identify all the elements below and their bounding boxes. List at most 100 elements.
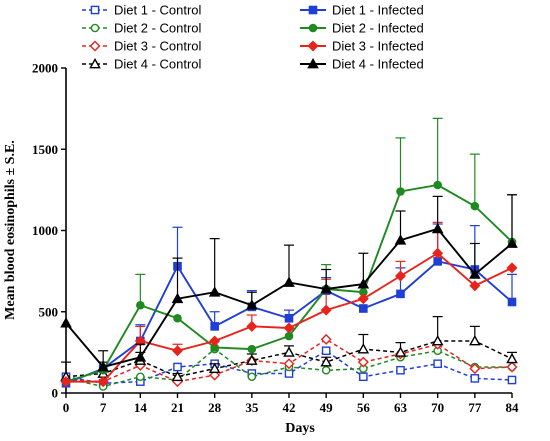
x-tick-label: 77: [468, 400, 482, 415]
data-point: [171, 292, 184, 304]
data-point: [357, 278, 370, 289]
data-point: [470, 201, 480, 211]
legend-item: Diet 2 - Infected: [300, 21, 424, 36]
data-point: [469, 334, 481, 346]
data-point: [433, 359, 442, 369]
y-axis-label: Mean blood eosinophils ± S.E.: [3, 140, 18, 320]
x-tick-label: 49: [320, 400, 334, 415]
data-point: [246, 320, 258, 332]
legend-item: Diet 3 - Infected: [300, 39, 424, 54]
legend-label: Diet 3 - Infected: [332, 39, 424, 54]
data-point: [320, 333, 332, 345]
legend-marker: [308, 23, 318, 33]
data-point: [394, 346, 407, 357]
data-point: [431, 334, 444, 346]
data-point: [320, 356, 332, 367]
data-point: [208, 286, 221, 297]
legend-item: Diet 2 - Control: [82, 21, 202, 36]
x-axis-label: Days: [285, 421, 315, 436]
legend-item: Diet 4 - Infected: [300, 57, 424, 72]
data-point: [320, 304, 332, 316]
legend-label: Diet 2 - Control: [114, 21, 202, 36]
x-tick-label: 70: [431, 400, 444, 415]
legend-item: Diet 1 - Infected: [300, 3, 424, 18]
series-diet-4-infected: [60, 194, 518, 372]
x-tick-label: 7: [100, 400, 107, 415]
data-point: [209, 335, 221, 347]
data-point: [432, 247, 444, 259]
x-tick-label: 21: [171, 400, 184, 415]
y-axis-ticks: 0 500 1000 1500 2000: [32, 61, 66, 401]
data-point: [433, 180, 442, 190]
data-point: [283, 276, 295, 287]
y-tick-label: 500: [39, 304, 59, 319]
data-point: [396, 289, 405, 299]
data-point: [359, 304, 368, 313]
data-point: [396, 187, 405, 196]
data-point: [60, 376, 72, 388]
data-point: [469, 280, 481, 292]
data-point: [210, 322, 219, 331]
data-point: [507, 375, 517, 385]
data-point: [357, 356, 369, 368]
legend-label: Diet 4 - Infected: [332, 57, 424, 72]
data-point: [134, 351, 147, 362]
series-diet-2-infected: [61, 117, 517, 386]
data-point: [506, 361, 518, 373]
legend-marker: [307, 57, 319, 69]
data-point: [136, 300, 145, 310]
x-tick-label: 63: [394, 400, 408, 415]
series-layer: [60, 117, 518, 391]
y-tick-label: 2000: [32, 61, 58, 76]
x-axis-ticks: 0 7 14 21 28 35 42 49 56 63 70 77 84: [63, 393, 519, 415]
data-point: [357, 293, 369, 305]
legend-label: Diet 3 - Control: [114, 39, 202, 54]
data-point: [506, 262, 518, 274]
data-point: [394, 234, 407, 245]
data-point: [247, 344, 257, 354]
data-point: [172, 345, 183, 357]
axes: [65, 68, 512, 394]
data-point: [173, 362, 182, 372]
data-point: [469, 363, 481, 375]
legend-label: Diet 1 - Control: [114, 3, 202, 18]
legend-marker: [90, 5, 100, 15]
legend-marker: [90, 23, 100, 33]
x-tick-label: 14: [134, 400, 148, 415]
legend-marker: [89, 40, 101, 52]
legend-item: Diet 1 - Control: [82, 3, 202, 18]
data-point: [396, 365, 405, 375]
legend-marker: [89, 57, 101, 69]
data-point: [470, 374, 480, 383]
data-point: [283, 322, 295, 334]
x-tick-label: 42: [283, 400, 296, 415]
data-point: [506, 352, 518, 364]
data-point: [395, 270, 406, 282]
data-point: [136, 372, 145, 382]
data-point: [283, 358, 295, 370]
data-point: [321, 365, 331, 375]
data-point: [208, 362, 221, 374]
y-tick-label: 0: [52, 386, 59, 401]
x-tick-label: 0: [63, 400, 70, 415]
data-point: [60, 317, 72, 328]
data-point: [321, 346, 331, 356]
data-point: [246, 299, 258, 310]
legend-marker: [308, 5, 318, 15]
data-point: [97, 376, 109, 388]
legend-label: Diet 2 - Infected: [332, 21, 424, 36]
data-point: [284, 313, 294, 323]
data-point: [359, 372, 368, 382]
x-tick-label: 84: [506, 400, 520, 415]
y-tick-label: 1500: [32, 142, 58, 157]
legend-item: Diet 3 - Control: [82, 39, 202, 54]
x-tick-label: 35: [245, 400, 259, 415]
data-point: [284, 331, 294, 341]
data-point: [171, 370, 184, 382]
y-tick-label: 1000: [32, 223, 58, 238]
x-tick-label: 28: [208, 400, 222, 415]
data-point: [320, 282, 332, 294]
legend-label: Diet 4 - Control: [114, 57, 202, 72]
legend-label: Diet 1 - Infected: [332, 3, 424, 18]
